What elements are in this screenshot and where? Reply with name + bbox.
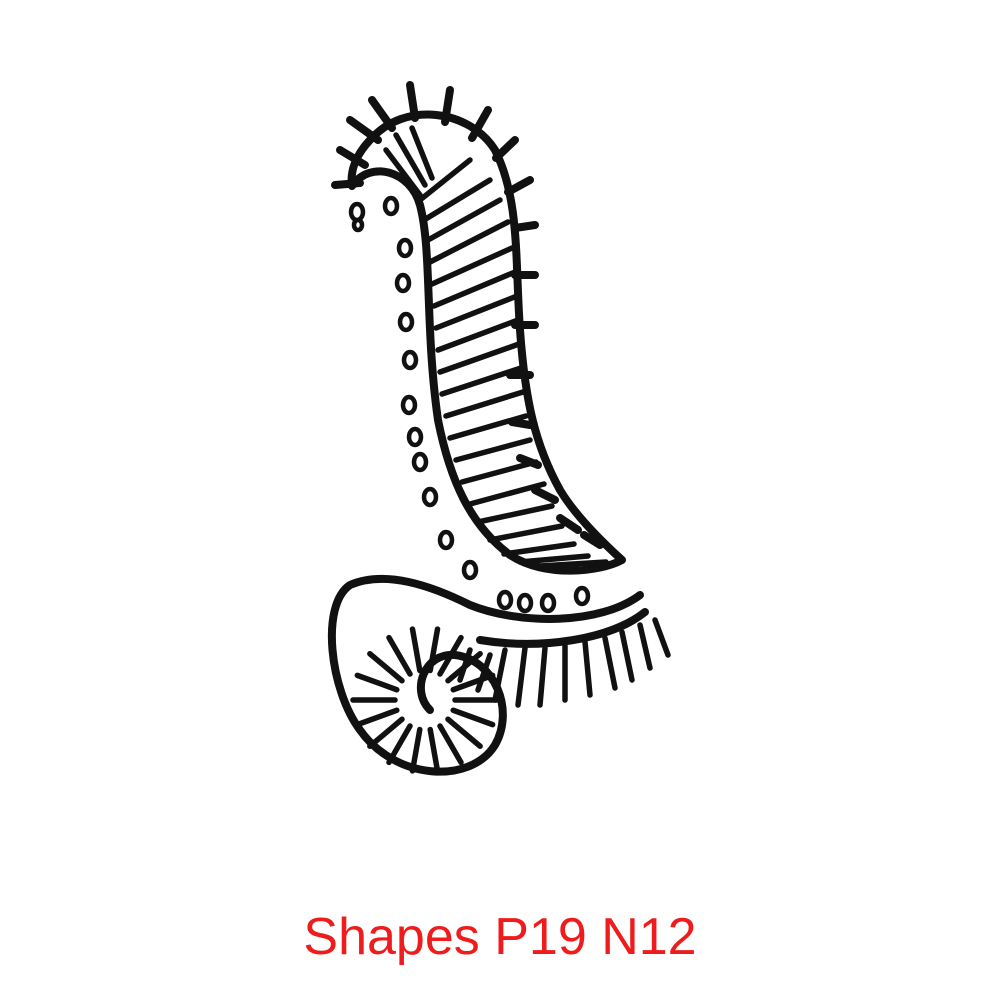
hatch-line [433, 293, 520, 331]
spoke-line [367, 650, 405, 684]
hatch-line [383, 147, 423, 198]
dot-mark [461, 559, 479, 581]
ray-line [516, 454, 542, 469]
fringe-line [475, 652, 493, 693]
fringe-line [582, 639, 593, 698]
dot-mark [400, 394, 418, 416]
bottom-fringe [457, 617, 671, 708]
ray-line [368, 96, 396, 132]
ray-line [336, 146, 369, 169]
dot-mark [573, 585, 591, 607]
dot-mark [396, 237, 414, 259]
fringe-line [602, 635, 618, 691]
dot-mark [401, 349, 419, 371]
hatch-line [425, 197, 503, 243]
body-hatching [383, 125, 609, 569]
spoke-line [445, 716, 483, 750]
fringe-line [637, 622, 653, 671]
dot-mark [539, 592, 557, 614]
hatch-line [435, 317, 521, 353]
fringe-line [537, 645, 548, 708]
spoke-line [450, 672, 496, 693]
dot-mark [421, 486, 439, 508]
spoke-line [354, 707, 400, 728]
hatch-line [409, 125, 435, 181]
paisley-drawing [327, 81, 671, 776]
hatch-line [501, 541, 577, 557]
hatch-line [431, 269, 518, 309]
hatch-line [517, 553, 591, 565]
hatch-line [443, 389, 526, 419]
hatch-line [453, 437, 533, 463]
dot-mark [496, 589, 514, 611]
fringe-line [619, 629, 635, 683]
ray-line [406, 81, 419, 122]
ray-line [556, 514, 582, 534]
hatch-line [437, 341, 522, 375]
outer-rays [331, 81, 604, 549]
fringe-line [515, 645, 528, 708]
dot-mark [382, 195, 400, 217]
hatch-line [459, 459, 539, 485]
spoke-line [367, 716, 405, 750]
hatch-line [393, 132, 428, 188]
ray-line [504, 176, 534, 196]
spoke-line [354, 672, 400, 693]
dot-mark [437, 529, 455, 551]
fringe-line [457, 647, 473, 683]
spoke-line [437, 634, 464, 677]
spoke-line [386, 634, 413, 677]
hatch-line [475, 503, 555, 525]
ray-line [511, 221, 539, 232]
dotted-border [348, 195, 591, 614]
ray-line [441, 86, 454, 126]
hatch-line [417, 157, 473, 203]
ray-line [580, 531, 604, 549]
fringe-line [652, 617, 671, 658]
dot-mark [397, 311, 415, 333]
swirl-spokes [350, 626, 500, 774]
hatch-line [427, 219, 511, 265]
swirl-tail [476, 608, 649, 648]
dot-mark [394, 272, 412, 294]
caption-label: Shapes P19 N12 [303, 908, 697, 966]
spoke-line [427, 726, 441, 774]
dot-mark [411, 451, 429, 473]
ray-line [508, 418, 534, 429]
dot-mark [351, 217, 365, 233]
hatch-line [467, 481, 547, 507]
hatch-line [421, 177, 493, 223]
dot-mark [516, 592, 534, 614]
dot-mark [406, 426, 424, 448]
spoke-line [409, 726, 423, 774]
spoke-line [386, 723, 413, 766]
spoke-line [437, 723, 464, 766]
dot-mark [348, 201, 366, 223]
hatch-line [429, 245, 515, 287]
hatch-line [537, 559, 609, 569]
spoke-line [427, 626, 441, 674]
spoke-line [450, 707, 496, 728]
ray-line [531, 486, 559, 504]
ray-line [468, 106, 492, 142]
spoke-line [409, 626, 423, 674]
fringe-line [492, 647, 508, 703]
hatch-line [487, 523, 565, 543]
ray-line [492, 136, 519, 162]
ray-line [331, 179, 364, 189]
ray-line [346, 116, 382, 144]
